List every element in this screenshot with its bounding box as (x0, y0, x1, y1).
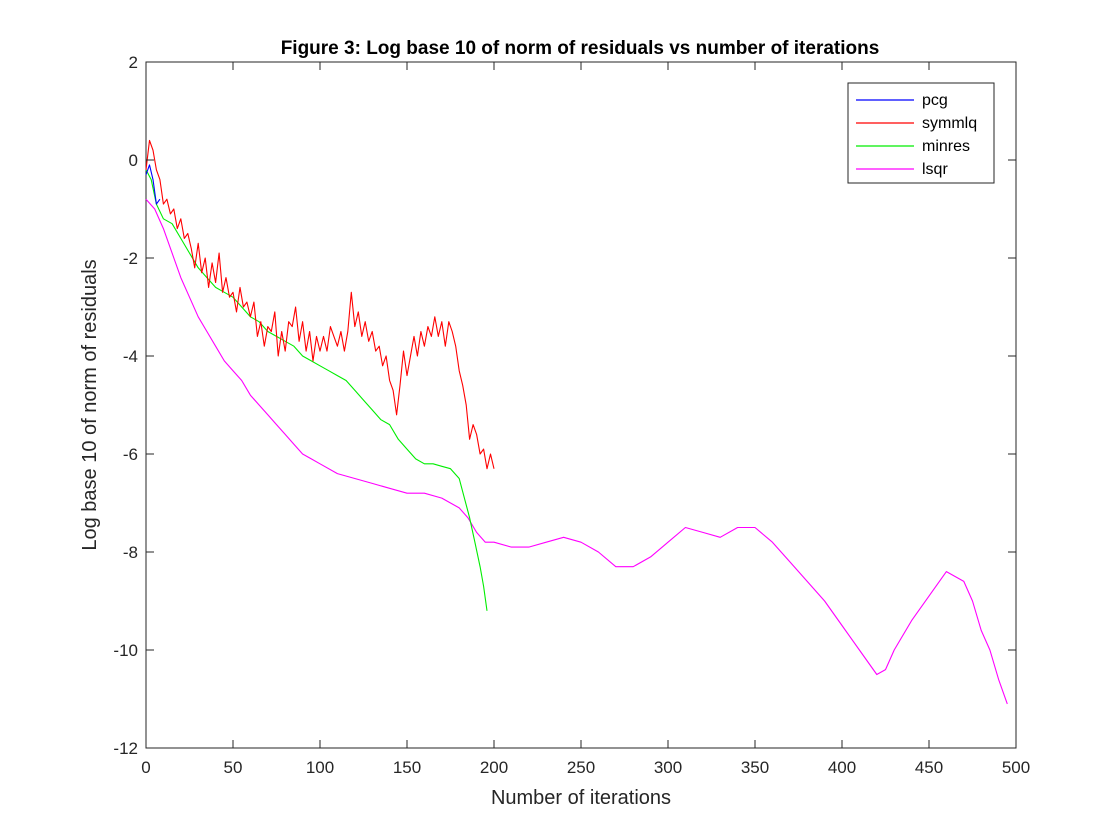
x-axis: 0 50 100 150 200 250 300 350 400 450 500 (141, 62, 1030, 777)
x-tick-label: 200 (480, 758, 508, 777)
series-line-pcg (145, 164, 161, 205)
series-line-minres (145, 169, 488, 611)
legend-label-symmlq: symmlq (922, 115, 977, 132)
x-tick-label: 0 (141, 758, 150, 777)
series-line-lsqr (145, 198, 1008, 705)
y-tick-label: -4 (123, 347, 138, 366)
y-tick-label: -6 (123, 445, 138, 464)
x-tick-label: 350 (741, 758, 769, 777)
y-tick-label: -12 (113, 739, 138, 758)
y-tick-label: 2 (129, 53, 138, 72)
series-line-symmlq (145, 139, 495, 470)
x-tick-label: 250 (567, 758, 595, 777)
y-axis: -12 -10 -8 -6 -4 -2 0 2 (113, 53, 1016, 758)
y-tick-label: -2 (123, 249, 138, 268)
x-axis-label: Number of iterations (491, 787, 671, 809)
x-tick-label: 100 (306, 758, 334, 777)
x-tick-label: 150 (393, 758, 421, 777)
y-tick-label: 0 (129, 151, 138, 170)
legend-label-lsqr: lsqr (922, 161, 948, 178)
legend-label-pcg: pcg (922, 92, 948, 109)
legend: pcg symmlq minres lsqr (847, 82, 995, 184)
x-tick-label: 450 (915, 758, 943, 777)
x-tick-label: 500 (1002, 758, 1030, 777)
legend-box (847, 82, 995, 184)
chart-title: Figure 3: Log base 10 of norm of residua… (281, 38, 880, 59)
y-axis-label: Log base 10 of norm of residuals (79, 259, 101, 550)
series-lines (145, 139, 1008, 705)
x-tick-label: 400 (828, 758, 856, 777)
legend-label-minres: minres (922, 138, 970, 155)
x-tick-label: 50 (224, 758, 243, 777)
x-tick-label: 300 (654, 758, 682, 777)
y-tick-label: -10 (113, 641, 138, 660)
y-tick-label: -8 (123, 543, 138, 562)
